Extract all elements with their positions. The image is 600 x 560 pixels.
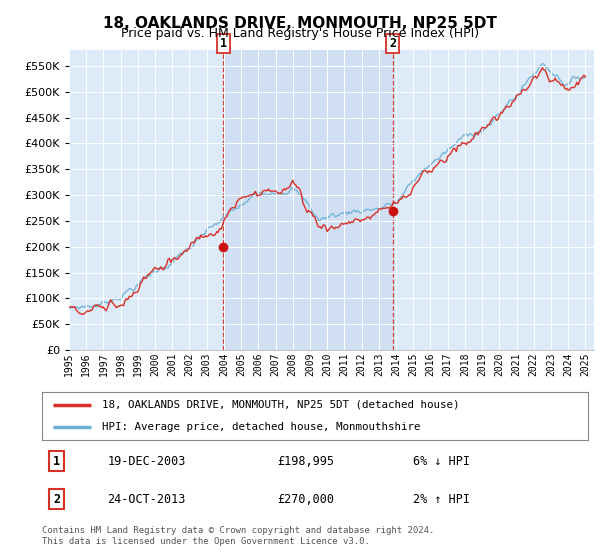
Text: 1: 1 [220,38,227,50]
Text: 1: 1 [53,455,60,468]
Text: £198,995: £198,995 [277,455,334,468]
Text: 2: 2 [389,38,397,50]
Text: £270,000: £270,000 [277,493,334,506]
Text: 2: 2 [53,493,60,506]
Text: 24-OCT-2013: 24-OCT-2013 [107,493,186,506]
Text: Price paid vs. HM Land Registry's House Price Index (HPI): Price paid vs. HM Land Registry's House … [121,27,479,40]
Text: 18, OAKLANDS DRIVE, MONMOUTH, NP25 5DT (detached house): 18, OAKLANDS DRIVE, MONMOUTH, NP25 5DT (… [102,400,460,410]
Bar [223,50,393,350]
Text: 18, OAKLANDS DRIVE, MONMOUTH, NP25 5DT: 18, OAKLANDS DRIVE, MONMOUTH, NP25 5DT [103,16,497,31]
Text: HPI: Average price, detached house, Monmouthshire: HPI: Average price, detached house, Monm… [102,422,421,432]
Text: Contains HM Land Registry data © Crown copyright and database right 2024.
This d: Contains HM Land Registry data © Crown c… [42,526,434,546]
Text: 2% ↑ HPI: 2% ↑ HPI [413,493,470,506]
Text: 19-DEC-2003: 19-DEC-2003 [107,455,186,468]
Text: 6% ↓ HPI: 6% ↓ HPI [413,455,470,468]
